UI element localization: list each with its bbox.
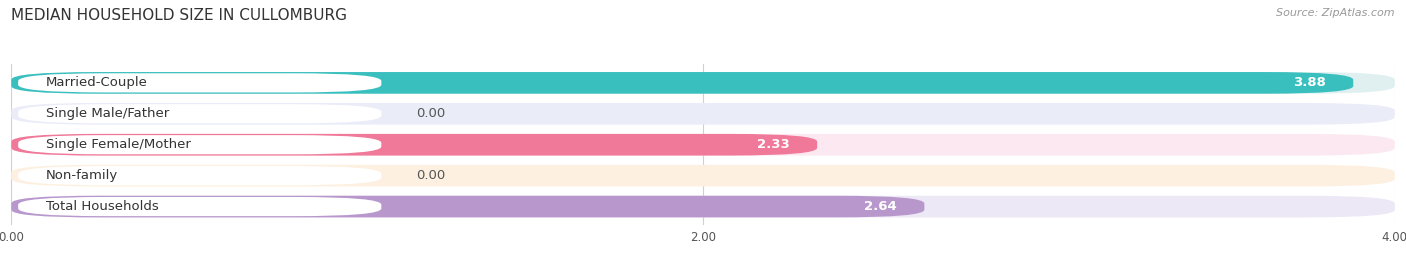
- Text: Single Female/Mother: Single Female/Mother: [46, 138, 191, 151]
- Text: 2.33: 2.33: [756, 138, 790, 151]
- Text: 2.64: 2.64: [863, 200, 897, 213]
- Text: Married-Couple: Married-Couple: [46, 76, 148, 89]
- FancyBboxPatch shape: [18, 166, 381, 185]
- Text: Single Male/Father: Single Male/Father: [46, 107, 169, 120]
- FancyBboxPatch shape: [11, 134, 817, 155]
- Text: Source: ZipAtlas.com: Source: ZipAtlas.com: [1277, 8, 1395, 18]
- Text: MEDIAN HOUSEHOLD SIZE IN CULLOMBURG: MEDIAN HOUSEHOLD SIZE IN CULLOMBURG: [11, 8, 347, 23]
- FancyBboxPatch shape: [11, 196, 924, 217]
- Text: 0.00: 0.00: [416, 107, 446, 120]
- FancyBboxPatch shape: [11, 196, 1395, 217]
- FancyBboxPatch shape: [11, 72, 1353, 94]
- FancyBboxPatch shape: [11, 165, 1395, 187]
- Text: 3.88: 3.88: [1292, 76, 1326, 89]
- Text: 0.00: 0.00: [416, 169, 446, 182]
- FancyBboxPatch shape: [11, 103, 1395, 125]
- Text: Non-family: Non-family: [46, 169, 118, 182]
- FancyBboxPatch shape: [18, 73, 381, 92]
- FancyBboxPatch shape: [18, 135, 381, 154]
- FancyBboxPatch shape: [11, 72, 1395, 94]
- Text: Total Households: Total Households: [46, 200, 159, 213]
- FancyBboxPatch shape: [18, 104, 381, 123]
- FancyBboxPatch shape: [18, 197, 381, 216]
- FancyBboxPatch shape: [11, 134, 1395, 155]
